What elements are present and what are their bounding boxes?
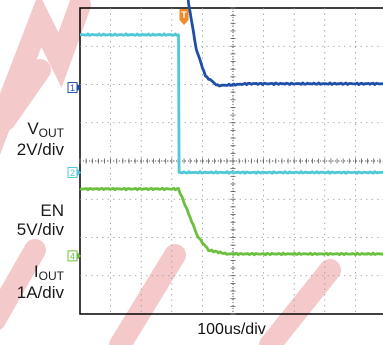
trigger-marker-box — [179, 9, 189, 20]
en-name-main: EN — [40, 201, 64, 220]
scale-label-vout: 2V/div — [16, 140, 64, 159]
channel-marker-4: 4 — [67, 250, 81, 262]
channel-marker-1: 1 — [67, 82, 81, 94]
trace-vout — [186, 0, 383, 88]
watermark — [0, 0, 341, 345]
series-label-iout: IOUT — [0, 263, 64, 285]
trigger-marker-letter: T — [181, 10, 187, 20]
iout-name-main: I — [33, 262, 39, 281]
vout-name-main: V — [27, 119, 39, 138]
channel-marker-2: 2 — [67, 166, 81, 178]
channel-marker-arrow — [77, 251, 81, 260]
scale-label-iout: 1A/div — [16, 283, 64, 302]
trace-en — [79, 32, 383, 175]
trigger-marker: T — [179, 9, 189, 25]
trace-iout — [79, 186, 383, 257]
grid — [79, 7, 383, 315]
scale-label-en: 5V/div — [16, 220, 64, 239]
trigger-marker-arrow — [179, 20, 189, 25]
iout-name-sub: OUT — [38, 269, 64, 283]
channel-marker-arrow — [77, 83, 81, 92]
channel-marker-number: 4 — [70, 251, 75, 261]
channel-marker-arrow — [77, 168, 81, 177]
time-scale-label: 100us/div — [197, 321, 266, 338]
series-label-vout: VOUT — [0, 120, 64, 142]
channel-marker-number: 2 — [70, 168, 75, 178]
vout-name-sub: OUT — [38, 126, 64, 140]
series-label-en: EN — [0, 202, 64, 220]
channel-marker-number: 1 — [70, 83, 75, 93]
